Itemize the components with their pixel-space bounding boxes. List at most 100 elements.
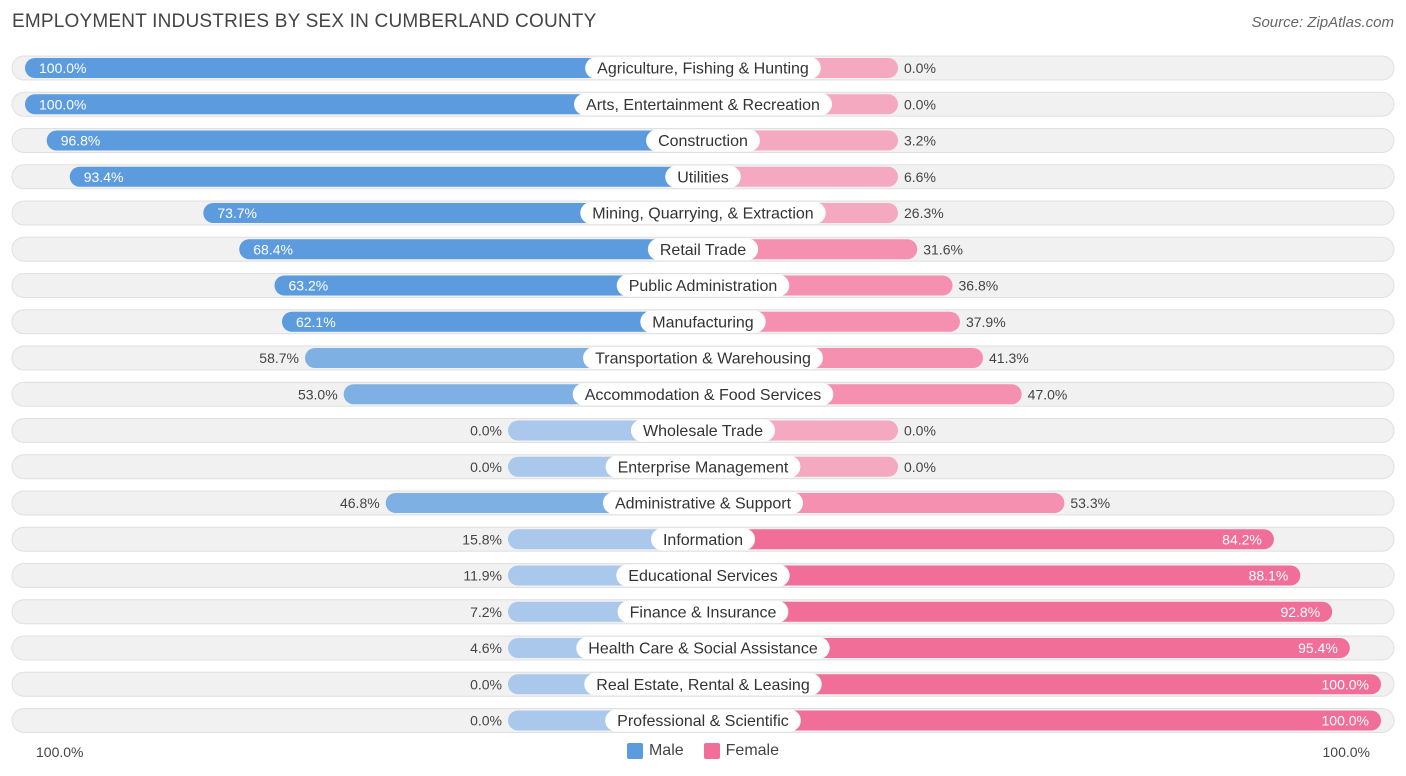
legend-male-swatch [626,743,643,759]
category-label: Enterprise Management [618,459,789,476]
male-value-label: 68.4% [253,241,293,257]
row-5: 68.4% 31.6% Retail Trade [11,236,1395,262]
row-16: 4.6% 95.4% Health Care & Social Assistance [11,635,1395,661]
category-label-pill [640,310,766,333]
male-value-label: 7.2% [470,604,502,620]
female-value-label: 95.4% [1298,640,1338,656]
category-label-pill [605,709,801,732]
legend-male: Male [626,742,684,760]
female-value-label: 53.3% [1070,495,1110,511]
category-label-pill [574,93,832,116]
legend-female: Female [703,742,780,760]
category-label: Finance & Insurance [630,604,777,621]
row-18: 0.0% 100.0% Professional & Scientific [11,708,1395,733]
female-value-label: 88.1% [1249,568,1289,584]
female-bar [703,529,1274,550]
female-value-label: 36.8% [959,278,999,294]
female-value-label: 6.6% [904,169,936,185]
male-value-label: 53.0% [298,386,338,402]
male-value-label: 96.8% [61,133,101,149]
male-bar [69,166,704,187]
category-label: Accommodation & Food Services [585,387,822,404]
category-label-pill [647,238,759,261]
row-0: 100.0% 0.0% Agriculture, Fishing & Hunting [11,55,1395,81]
legend-male-label: Male [648,742,684,759]
row-3: 93.4% 6.6% Utilities [11,164,1395,190]
female-value-label: 92.8% [1280,604,1320,620]
category-label: Wholesale Trade [643,423,763,440]
row-14: 11.9% 88.1% Educational Services [11,563,1395,588]
female-value-label: 26.3% [904,205,944,221]
female-value-label: 31.6% [923,241,963,257]
legend-female-swatch [703,743,720,759]
male-value-label: 11.9% [463,568,502,584]
male-value-label: 0.0% [470,676,502,692]
legend: Male Female [0,742,1406,760]
female-bar [703,166,898,187]
female-value-label: 37.9% [966,314,1006,330]
axis-left-label: 100.0% [36,744,84,760]
row-17: 0.0% 100.0% Real Estate, Rental & Leasing [11,671,1395,697]
female-bar [703,710,1381,731]
category-label: Educational Services [628,568,777,585]
male-value-label: 0.0% [470,713,502,729]
legend-female-label: Female [725,742,780,759]
male-bar [281,311,703,332]
male-value-label: 58.7% [259,350,299,366]
row-10: 0.0% 0.0% Wholesale Trade [11,418,1395,443]
female-bar [703,674,1381,695]
category-label: Mining, Quarrying, & Extraction [592,206,813,223]
row-1: 100.0% 0.0% Arts, Entertainment & Recreati… [11,91,1395,117]
category-label: Real Estate, Rental & Leasing [596,677,809,694]
category-label-pill [602,492,804,514]
male-value-label: 4.6% [470,640,502,656]
category-label: Construction [658,133,748,150]
female-value-label: 0.0% [904,60,936,76]
male-value-label: 62.1% [296,314,336,330]
male-value-label: 73.7% [217,205,257,221]
category-label-pill [605,455,801,478]
row-4: 73.7% 26.3% Mining, Quarrying, & Extractio… [11,200,1395,226]
chart-title: EMPLOYMENT INDUSTRIES BY SEX IN CUMBERLA… [12,11,597,32]
male-value-label: 63.2% [289,278,329,294]
category-label: Manufacturing [652,314,753,331]
category-label-pill [584,673,822,696]
category-label-pill [616,274,790,297]
female-value-label: 41.3% [989,350,1029,366]
female-value-label: 0.0% [904,459,936,475]
male-bar [203,203,703,223]
row-8: 58.7% 41.3% Transportation & Warehousing [11,345,1395,371]
male-value-label: 93.4% [84,169,124,185]
category-label-pill [580,202,826,224]
row-13: 15.8% 84.2% Information [11,526,1395,552]
female-bar [703,601,1333,622]
category-label-pill [630,419,776,442]
female-value-label: 100.0% [1322,713,1369,729]
chart-source: Source: ZipAtlas.com [1251,14,1394,31]
row-15: 7.2% 92.8% Finance & Insurance [11,599,1395,625]
female-value-label: 0.0% [904,96,936,112]
male-value-label: 0.0% [470,423,502,439]
category-label: Public Administration [629,278,778,295]
female-value-label: 100.0% [1322,676,1369,692]
male-value-label: 46.8% [340,495,380,511]
male-bar [25,58,703,78]
female-bar [703,311,960,332]
category-label-pill [650,528,756,551]
male-value-label: 100.0% [39,60,86,76]
category-label-pill [576,637,830,659]
row-9: 53.0% 47.0% Accommodation & Food Services [11,381,1395,407]
row-12: 46.8% 53.3% Administrative & Support [11,490,1395,516]
row-6: 63.2% 36.8% Public Administration [11,273,1395,298]
axis-right-label: 100.0% [1322,744,1370,760]
category-label: Agriculture, Fishing & Hunting [597,61,809,78]
male-bar [25,94,703,115]
male-bar [46,130,704,151]
male-value-label: 15.8% [462,531,502,547]
male-value-label: 0.0% [470,459,502,475]
male-bar [239,239,704,260]
category-label: Utilities [677,169,729,186]
female-value-label: 47.0% [1028,386,1068,402]
category-label-pill [646,129,760,152]
